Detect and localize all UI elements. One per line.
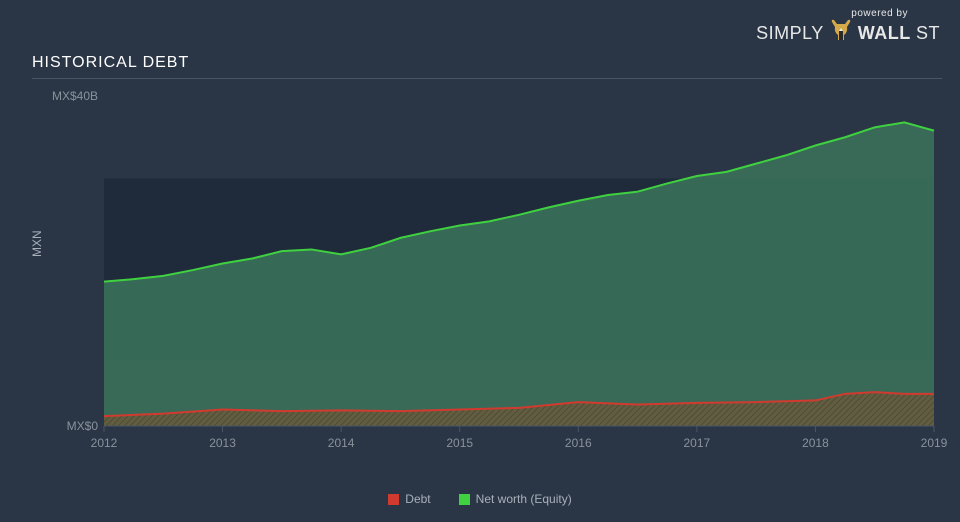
title-rule <box>32 78 942 79</box>
x-tick-label: 2013 <box>209 436 236 450</box>
chart-title: HISTORICAL DEBT <box>32 54 189 72</box>
bull-icon <box>828 17 854 49</box>
legend: Debt Net worth (Equity) <box>0 492 960 506</box>
equity-area <box>104 122 934 426</box>
legend-swatch <box>459 494 470 505</box>
x-tick-label: 2018 <box>802 436 829 450</box>
legend-item: Net worth (Equity) <box>459 492 572 506</box>
legend-swatch <box>388 494 399 505</box>
legend-label: Net worth (Equity) <box>476 492 572 506</box>
x-tick-label: 2016 <box>565 436 592 450</box>
x-tick-label: 2014 <box>328 436 355 450</box>
x-tick-label: 2019 <box>921 436 948 450</box>
x-tick-label: 2017 <box>683 436 710 450</box>
x-tick-label: 2012 <box>91 436 118 450</box>
y-tick-label: MX$0 <box>42 419 98 433</box>
legend-label: Debt <box>405 492 430 506</box>
y-tick-label: MX$40B <box>42 89 98 103</box>
brand-logo: powered by SIMPLY WALL ST <box>756 8 940 49</box>
chart-area: MXN MX$0MX$40B20122013201420152016201720… <box>32 86 942 472</box>
x-tick-label: 2015 <box>446 436 473 450</box>
legend-item: Debt <box>388 492 430 506</box>
brand-name: SIMPLY WALL ST <box>756 17 940 49</box>
chart-svg <box>32 86 942 466</box>
